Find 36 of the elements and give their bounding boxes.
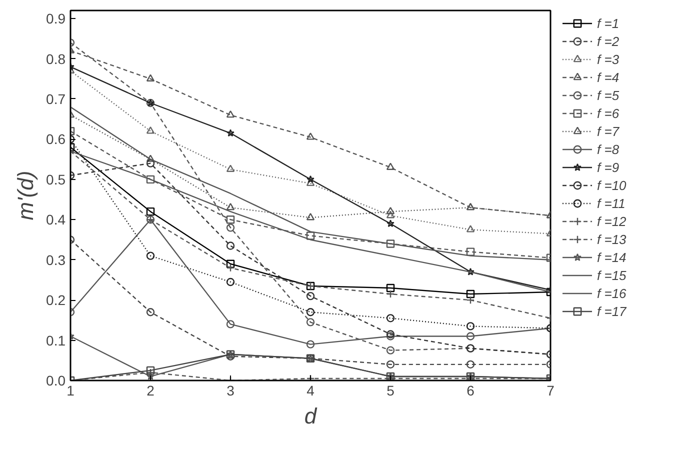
x-axis-title: d: [304, 404, 318, 428]
legend-label: f =11: [597, 194, 626, 212]
y-tick-label: 0.0: [46, 372, 66, 388]
y-tick-label: 0.1: [46, 332, 66, 348]
x-tick-label: 2: [146, 382, 155, 398]
legend-label: f =14: [597, 248, 628, 266]
y-tick-label: 0.8: [46, 50, 66, 67]
legend-label: f =4: [597, 68, 620, 86]
x-tick-label: 5: [386, 382, 395, 398]
y-tick-label: 0.5: [46, 171, 66, 188]
legend-label: f =6: [597, 104, 620, 122]
legend-label: f =12: [597, 212, 628, 230]
legend-label: f =1: [597, 14, 620, 32]
legend-label: f =13: [597, 230, 628, 248]
y-tick-label: 0.7: [46, 90, 66, 107]
x-tick-label: 4: [306, 382, 315, 398]
x-tick-label: 3: [226, 382, 235, 398]
y-tick-label: 0.3: [46, 252, 66, 268]
legend-label: f =9: [597, 158, 620, 176]
y-axis-title: m'(d): [13, 170, 38, 220]
x-tick-label: 7: [546, 382, 555, 398]
y-tick-label: 0.4: [46, 212, 66, 228]
legend-label: f =5: [597, 86, 620, 104]
legend-label: f =16: [597, 284, 628, 302]
legend-label: f =17: [597, 302, 628, 320]
legend-label: f =2: [597, 32, 620, 50]
x-tick-label: 6: [466, 382, 475, 398]
legend-label: f =15: [597, 266, 628, 284]
legend-label: f =3: [597, 50, 620, 68]
legend-label: f =10: [597, 176, 628, 194]
legend-label: f =8: [597, 140, 620, 158]
y-tick-label: 0.2: [46, 292, 66, 308]
y-tick-label: 0.9: [46, 10, 66, 27]
x-tick-label: 1: [66, 382, 75, 398]
legend-label: f =7: [597, 122, 620, 140]
y-tick-label: 0.6: [46, 131, 66, 148]
